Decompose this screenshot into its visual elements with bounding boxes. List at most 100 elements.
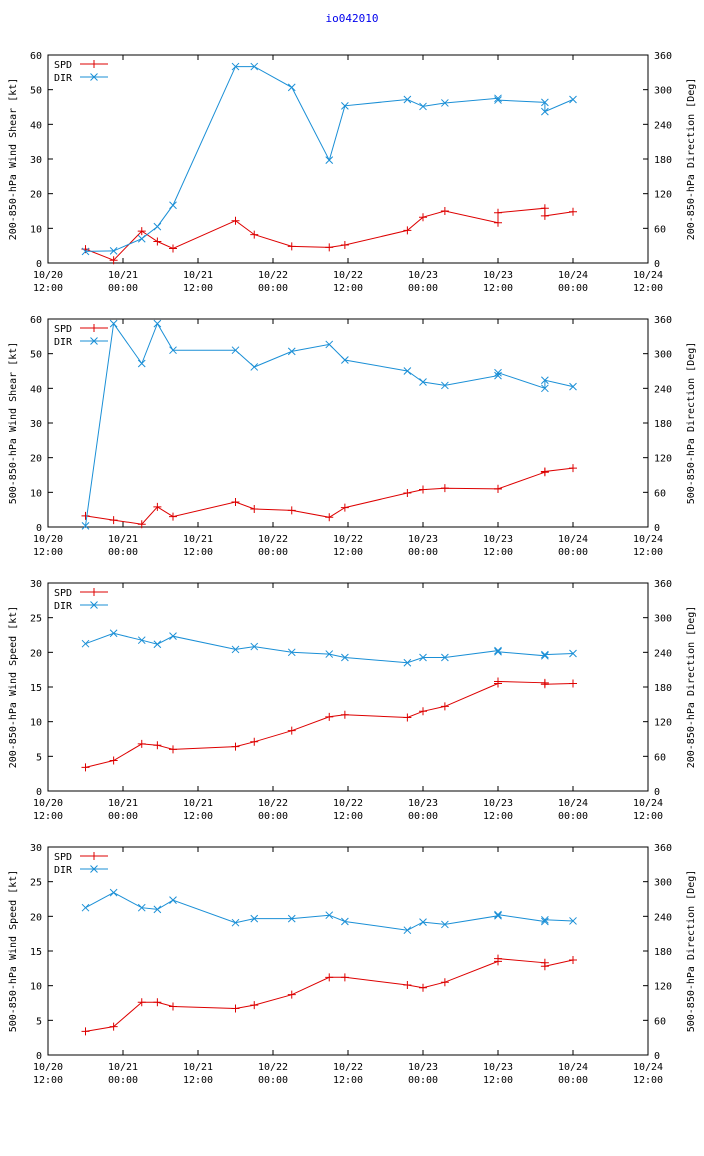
x-tick-label-time: 00:00 [108,811,138,822]
data-point-dir [109,888,118,897]
data-point-spd [109,756,118,765]
data-point-dir [287,347,296,356]
data-point-spd [325,513,334,522]
x-tick-label-time: 12:00 [483,1075,513,1086]
data-point-dir [494,371,502,380]
series-spd [81,954,577,1036]
y-tick-label: 25 [30,614,42,625]
series-dir [81,62,577,256]
x-tick-label-time: 12:00 [33,1075,63,1086]
y-axis-label: 500-850-hPa Wind Shear [kt] [8,342,19,505]
y2-tick-label: 300 [654,350,672,361]
data-point-dir [325,340,334,349]
data-point-spd [137,227,146,236]
data-point-spd [109,256,118,265]
y-tick-label: 15 [30,947,42,958]
data-point-spd [137,520,146,529]
series-spd [81,677,577,772]
data-point-spd [340,973,349,982]
data-point-dir [403,95,412,104]
y2-tick-label: 60 [654,224,666,235]
y-tick-label: 40 [30,384,42,395]
data-point-dir [494,911,502,920]
legend-marker-spd [90,324,98,332]
x-tick-label-date: 10/22 [258,534,288,545]
x-tick-label-date: 10/22 [258,270,288,281]
y2-tick-label: 120 [654,454,672,465]
data-point-dir [494,368,502,377]
y-tick-label: 0 [36,1051,42,1062]
data-point-dir [325,156,334,165]
data-point-spd [340,240,349,249]
data-point-dir [341,101,349,110]
data-point-spd [153,237,162,246]
x-tick-label-time: 00:00 [258,283,288,294]
x-tick-label-date: 10/21 [108,1062,138,1073]
y2-tick-label: 360 [654,843,672,854]
data-point-dir [153,222,162,231]
y2-tick-label: 120 [654,190,672,201]
data-point-dir [231,62,240,71]
x-tick-label-time: 12:00 [333,283,363,294]
x-tick-label-date: 10/23 [483,798,513,809]
y2-tick-label: 180 [654,419,672,430]
data-point-dir [250,363,259,371]
legend-marker-dir [90,865,98,873]
data-point-dir [569,95,577,104]
data-point-dir [441,99,449,107]
plot-frame [47,54,649,264]
x-tick-label-time: 12:00 [633,547,663,558]
data-point-spd [540,211,549,220]
data-point-spd [494,484,502,493]
x-tick-label-time: 00:00 [558,811,588,822]
data-point-spd [231,742,240,751]
data-point-dir [109,247,118,255]
data-point-spd [250,504,259,513]
chart-panel-2: 0 10 20 30 40 50 60 0 60 120 180 240 300 360 10/20 12:0… [8,315,697,558]
data-point-dir [250,62,259,71]
data-point-dir [137,234,146,243]
data-point-spd [153,502,162,511]
y2-tick-label: 300 [654,614,672,625]
data-point-spd [325,973,334,982]
y2-tick-label: 300 [654,878,672,889]
data-point-dir [153,905,162,914]
y2-tick-label: 120 [654,718,672,729]
data-point-dir [541,915,549,924]
y-tick-label: 50 [30,350,42,361]
data-point-dir [494,94,502,103]
x-tick-label-time: 00:00 [558,547,588,558]
data-point-spd [169,1002,177,1011]
data-point-spd [569,464,577,473]
y-tick-label: 30 [30,579,42,590]
data-point-spd [540,467,549,476]
data-point-dir [137,636,146,645]
data-point-spd [231,1004,240,1013]
x-tick-label-time: 00:00 [408,811,438,822]
data-point-dir [403,367,412,375]
data-point-spd [287,506,296,515]
y-axis-label: 500-850-hPa Wind Speed [kt] [8,870,19,1033]
data-point-spd [81,1027,90,1036]
y-tick-label: 20 [30,648,42,659]
y-tick-label: 10 [30,488,42,499]
y2-tick-label: 180 [654,947,672,958]
x-tick-label-time: 12:00 [333,1075,363,1086]
data-point-spd [287,726,296,735]
y-tick-label: 60 [30,315,42,326]
y-tick-label: 25 [30,878,42,889]
y-axis-label: 200-850-hPa Wind Speed [kt] [8,606,19,769]
x-tick-label-date: 10/22 [333,798,363,809]
data-point-dir [441,920,449,929]
x-tick-label-time: 12:00 [483,811,513,822]
data-point-spd [569,207,577,216]
data-point-dir [81,639,90,648]
y-tick-label: 20 [30,454,42,465]
legend: SPD DIR [54,588,108,612]
data-point-spd [231,498,240,507]
y2-tick-label: 180 [654,155,672,166]
y-tick-label: 0 [36,259,42,270]
data-point-dir [403,926,412,935]
y-tick-label: 0 [36,523,42,534]
data-point-dir [287,914,296,923]
